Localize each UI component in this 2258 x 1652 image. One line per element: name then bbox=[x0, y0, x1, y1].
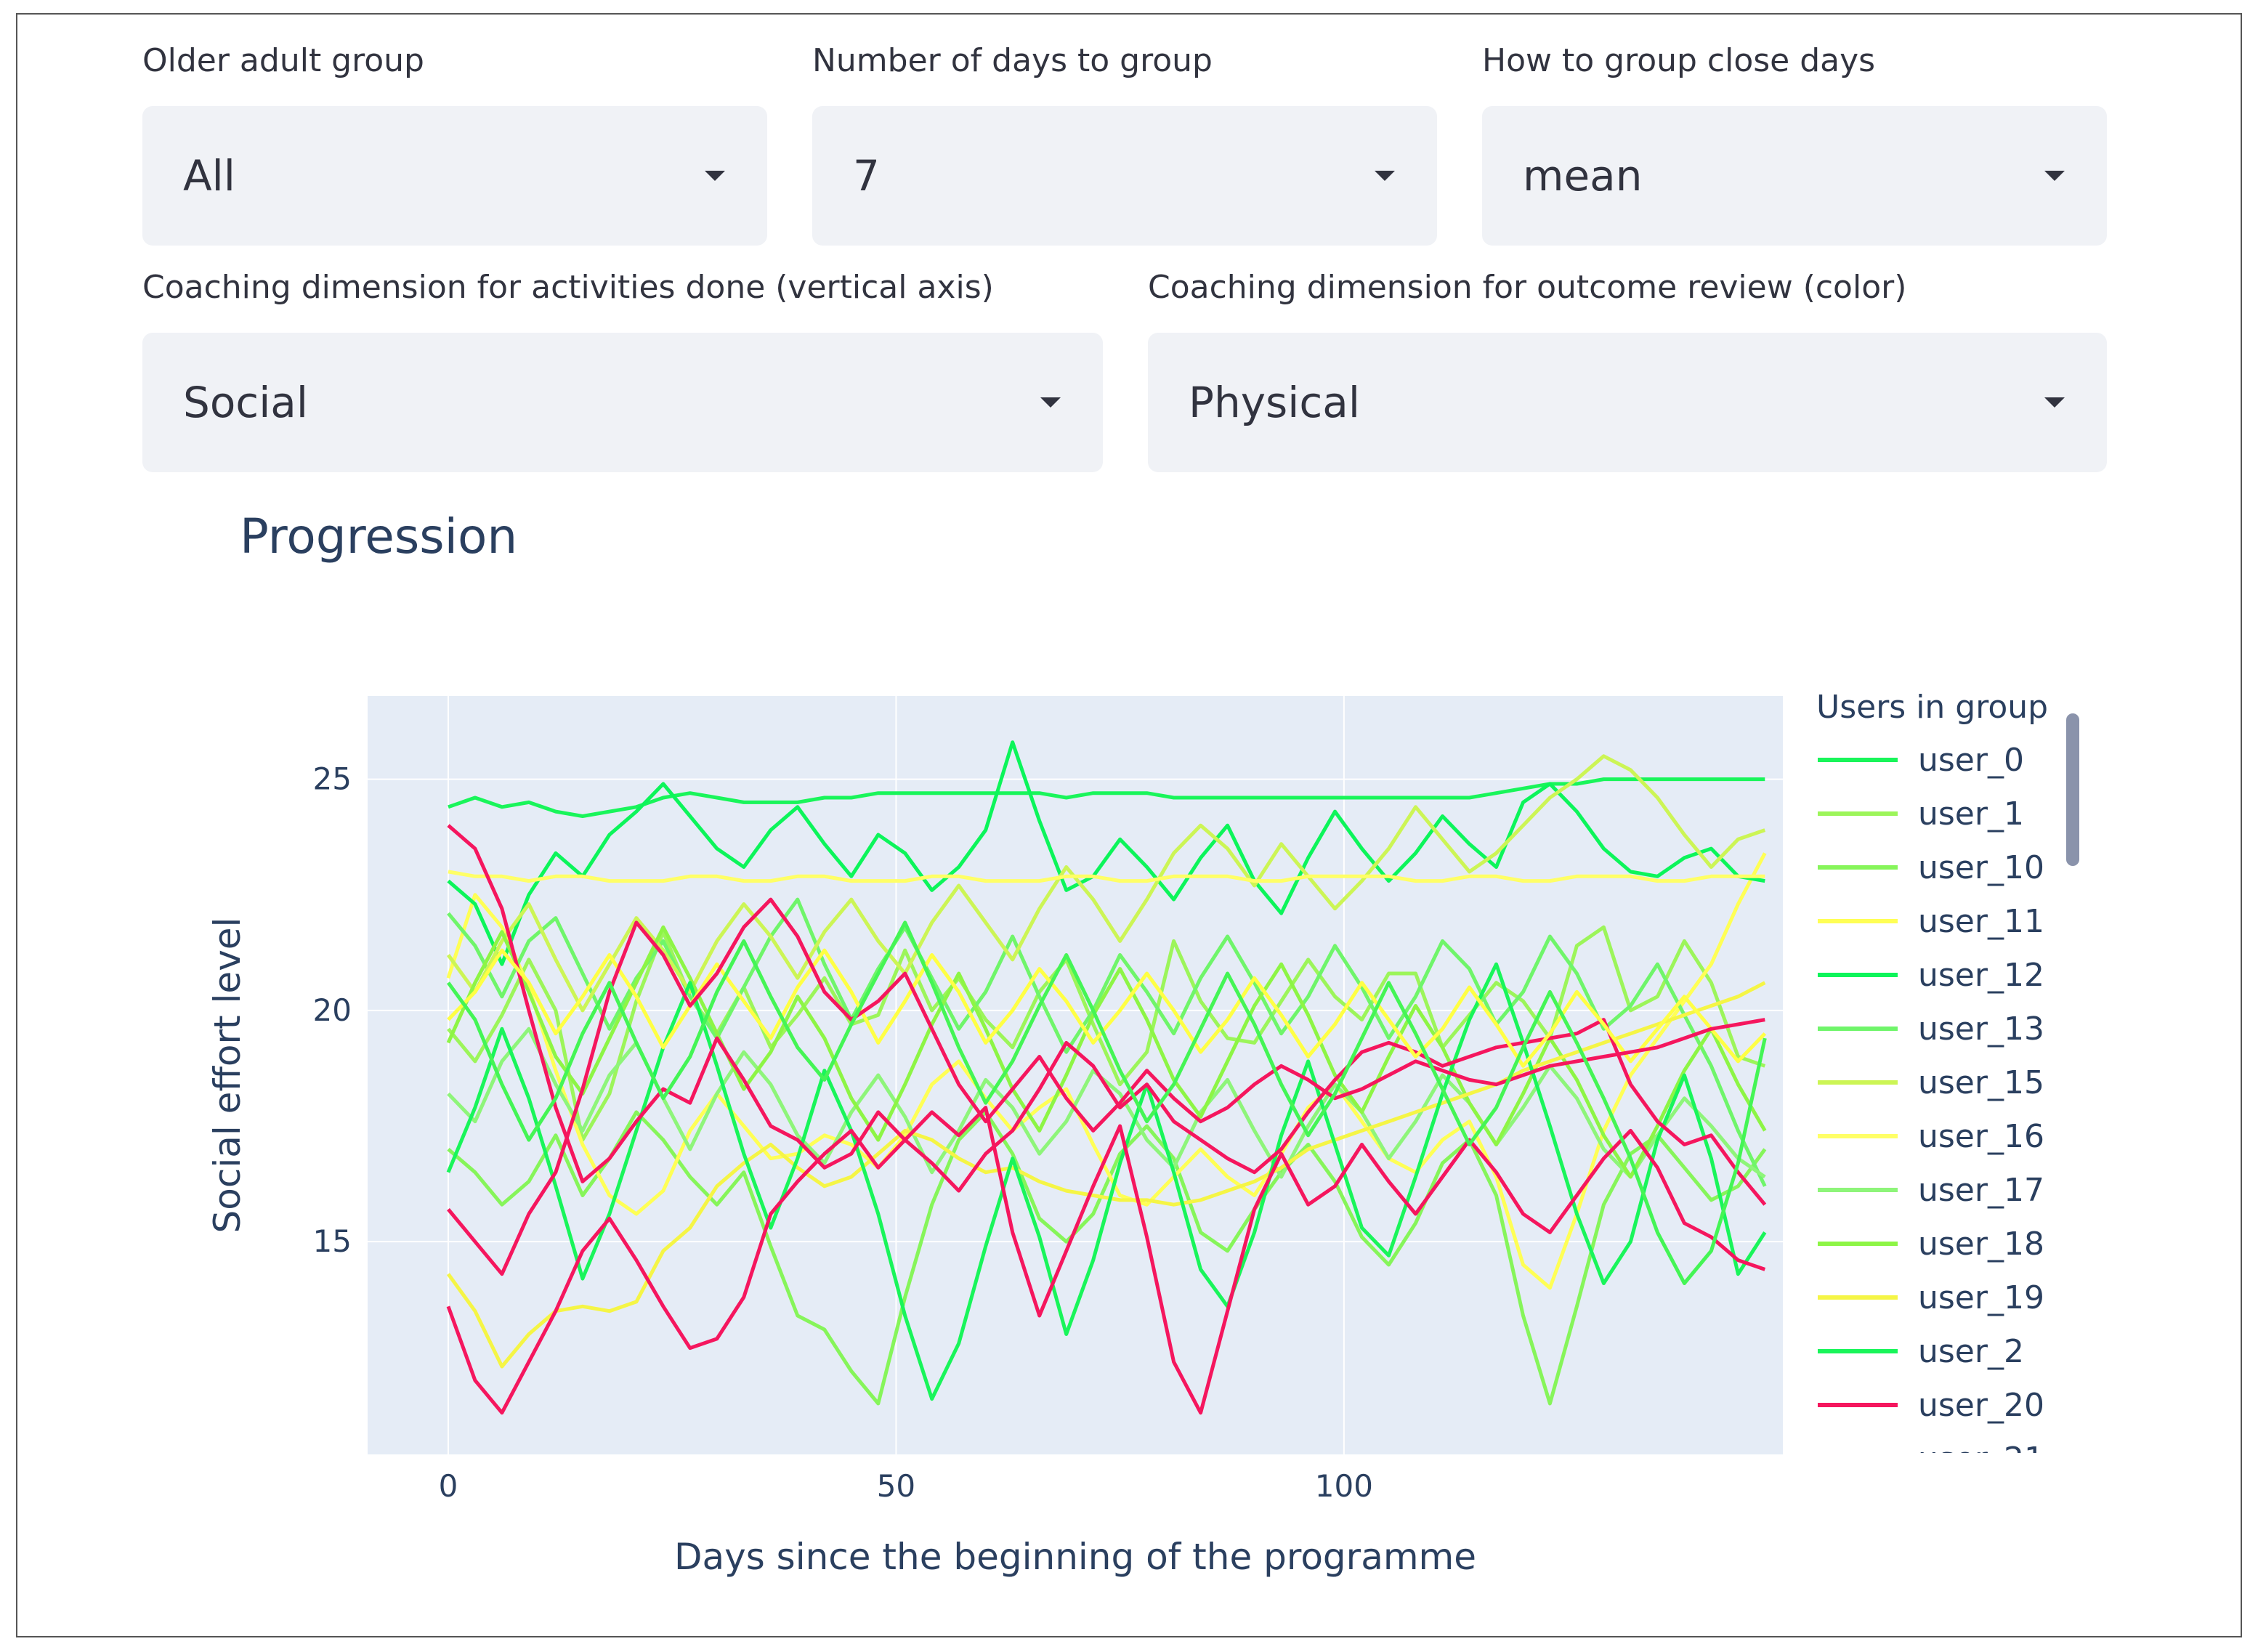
group-select-value: All bbox=[183, 151, 235, 201]
activity-dim-select-value: Social bbox=[183, 378, 308, 427]
chevron-down-icon bbox=[2044, 397, 2065, 408]
group-label: Older adult group bbox=[142, 42, 424, 79]
chevron-down-icon bbox=[2044, 171, 2065, 181]
days-label: Number of days to group bbox=[812, 42, 1213, 79]
days-select[interactable]: 7 bbox=[812, 106, 1437, 246]
agg-select-value: mean bbox=[1523, 151, 1643, 201]
app-frame bbox=[16, 13, 2242, 1637]
activity-dim-select[interactable]: Social bbox=[142, 333, 1103, 472]
activity-dim-label: Coaching dimension for activities done (… bbox=[142, 269, 994, 306]
outcome-dim-label: Coaching dimension for outcome review (c… bbox=[1148, 269, 1907, 306]
outcome-dim-select[interactable]: Physical bbox=[1148, 333, 2107, 472]
group-select[interactable]: All bbox=[142, 106, 767, 246]
days-select-value: 7 bbox=[853, 151, 880, 201]
agg-select[interactable]: mean bbox=[1482, 106, 2107, 246]
outcome-dim-select-value: Physical bbox=[1189, 378, 1360, 427]
chart-title: Progression bbox=[240, 509, 518, 564]
agg-label: How to group close days bbox=[1482, 42, 1876, 79]
chevron-down-icon bbox=[1040, 397, 1061, 408]
chevron-down-icon bbox=[1375, 171, 1395, 181]
chevron-down-icon bbox=[705, 171, 725, 181]
